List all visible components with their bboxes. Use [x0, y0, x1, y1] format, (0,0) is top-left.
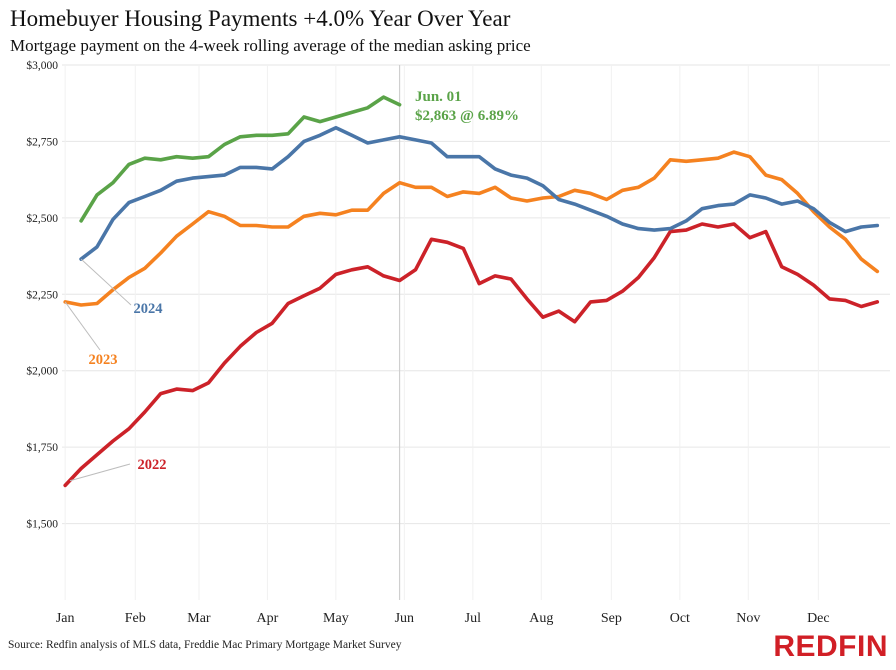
series-lines — [63, 95, 880, 488]
gridlines — [62, 64, 890, 600]
series-label-leader — [69, 463, 131, 482]
y-tick-label: $2,000 — [26, 365, 58, 378]
line-chart: $1,500 $1,750 $2,000 $2,250 $2,500 $2,750 $3,0… — [26, 59, 890, 626]
y-tick-label: $1,500 — [26, 518, 58, 531]
series-line-current — [79, 95, 402, 223]
x-tick-label: Jul — [465, 611, 481, 626]
y-tick-label: $1,750 — [26, 441, 58, 454]
chart-title: Homebuyer Housing Payments +4.0% Year Ov… — [10, 6, 511, 31]
series-label-2024: 2024 — [134, 301, 163, 317]
x-tick-label: Dec — [807, 611, 830, 626]
source-note: Source: Redfin analysis of MLS data, Fre… — [8, 639, 402, 651]
redfin-logo: REDFIN — [773, 630, 888, 663]
x-tick-label: Sep — [601, 611, 622, 626]
series-line-2023 — [63, 150, 880, 307]
annotation: Jun. 01 $2,863 @ 6.89% — [415, 89, 519, 124]
y-tick-label: $2,750 — [26, 135, 58, 148]
x-tick-label: Jun — [395, 611, 414, 626]
series-label-leader — [64, 301, 101, 351]
y-tick-label: $2,500 — [26, 212, 58, 225]
chart-subtitle: Mortgage payment on the 4-week rolling a… — [10, 36, 531, 55]
series-label-leader — [80, 258, 132, 306]
x-tick-label: Apr — [257, 611, 279, 626]
y-tick-label: $3,000 — [26, 59, 58, 72]
series-line-2024 — [79, 125, 880, 261]
series-line-2022 — [63, 222, 880, 488]
x-tick-label: Nov — [736, 611, 760, 626]
y-tick-label: $2,250 — [26, 288, 58, 301]
series-label-2022: 2022 — [138, 457, 167, 473]
annotation-value: $2,863 @ 6.89% — [415, 108, 519, 124]
axis-ticks: $1,500 $1,750 $2,000 $2,250 $2,500 $2,750 $3,0… — [26, 59, 829, 626]
x-tick-label: Aug — [529, 611, 553, 626]
x-tick-label: Oct — [670, 611, 690, 626]
series-label-2023: 2023 — [89, 352, 118, 368]
series-labels: 2022 2023 2024 — [64, 258, 167, 482]
x-tick-label: May — [323, 611, 349, 626]
x-tick-label: Mar — [187, 611, 211, 626]
x-tick-label: Jan — [56, 611, 75, 626]
annotation-date: Jun. 01 — [415, 89, 462, 105]
x-tick-label: Feb — [125, 611, 146, 626]
